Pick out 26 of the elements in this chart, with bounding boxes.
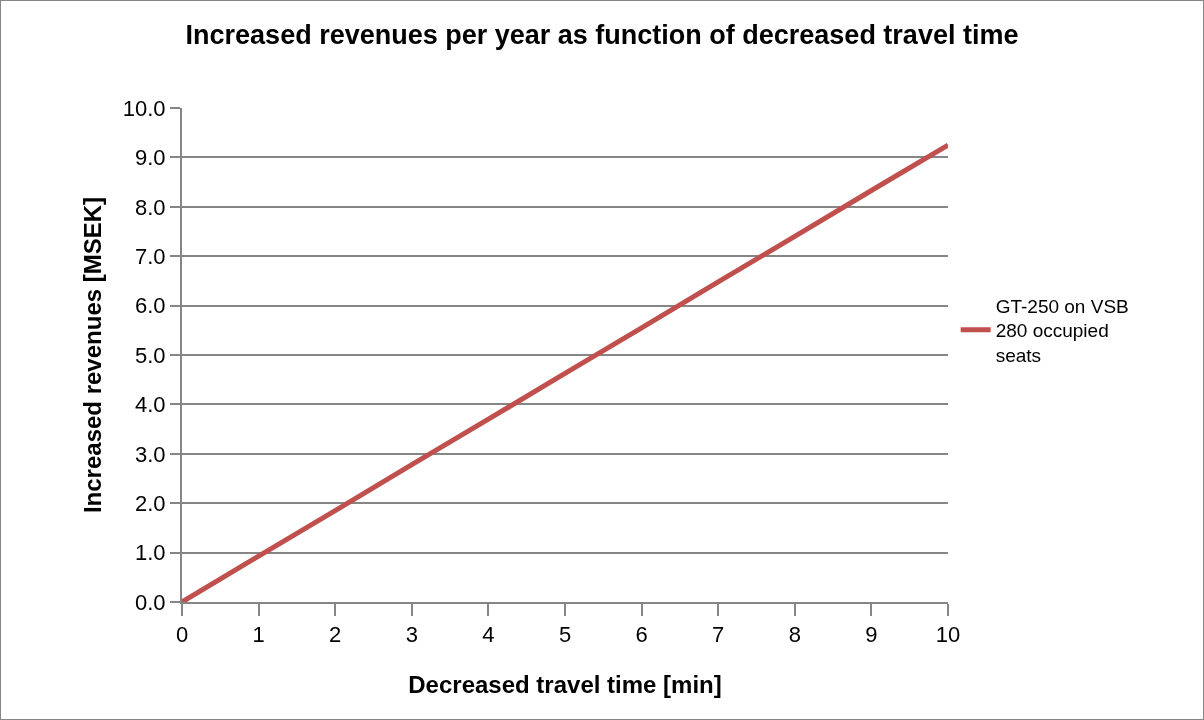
y-tick-label: 4.0 [135, 392, 166, 418]
x-tick-label: 0 [175, 622, 189, 648]
x-tick-label: 7 [712, 622, 725, 648]
x-tick-label: 10 [935, 622, 961, 648]
y-tick-label: 8.0 [135, 194, 166, 220]
y-axis-title: Increased revenues [MSEK] [79, 196, 107, 514]
x-tick-label: 9 [865, 622, 878, 648]
y-tick-label: 7.0 [135, 243, 166, 269]
x-tick-label: 6 [635, 622, 648, 648]
y-tick-label: 3.0 [135, 441, 166, 467]
y-tick-label: 0.0 [135, 589, 166, 615]
y-tick-label: 2.0 [135, 490, 166, 516]
x-tick-label: 2 [329, 622, 342, 648]
x-tick-label: 5 [558, 622, 572, 648]
y-tick-label: 1.0 [135, 540, 166, 566]
legend-label: GT-250 on VSB 280 occupied seats [995, 295, 1129, 366]
y-tick-label: 6.0 [135, 293, 166, 319]
y-tick-label: 10.0 [122, 95, 166, 121]
x-tick-label: 1 [252, 622, 265, 648]
x-tick-label: 3 [405, 622, 418, 648]
y-tick-label: 9.0 [135, 145, 166, 171]
x-axis-title: Decreased travel time [min] [408, 671, 722, 699]
y-tick-label: 5.0 [135, 342, 166, 368]
x-tick-label: 8 [788, 622, 801, 648]
chart-title: Increased revenues per year as function of decreased travel time [185, 20, 1019, 51]
x-tick-label: 4 [482, 622, 495, 648]
